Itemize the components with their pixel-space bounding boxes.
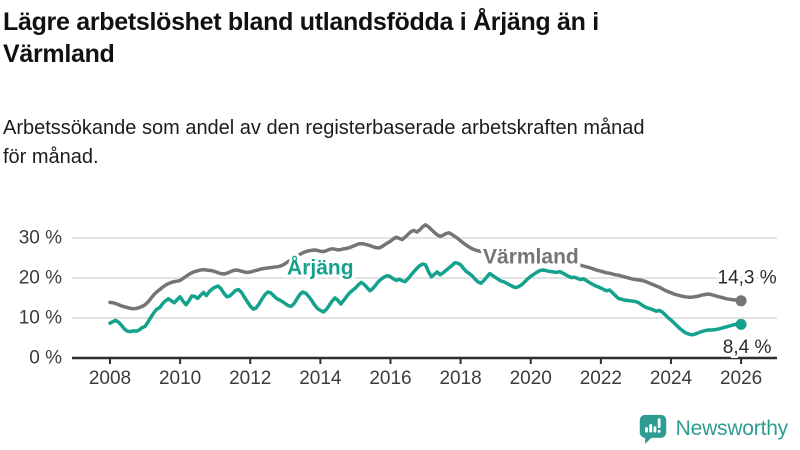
y-tick-label: 10 %	[19, 308, 62, 329]
line-chart: 0 % 10 % 20 % 30 % 2008 2010 2012 2014 2016 2018 2…	[19, 223, 779, 389]
x-tick-label: 2012	[229, 368, 271, 389]
series-end-value-arjang: 8,4 %	[723, 337, 772, 358]
x-tick-label: 2010	[159, 368, 201, 389]
series-end-dot-arjang	[735, 318, 747, 330]
chart-subtitle-line1: Arbetssökande som andel av den registerb…	[3, 117, 645, 139]
chart-subtitle-line2: för månad.	[3, 146, 99, 168]
x-tick-label: 2022	[580, 368, 622, 389]
x-tick-label: 2008	[89, 368, 131, 389]
series-label-varmland: Värmland	[483, 245, 579, 268]
series-line-varmland	[108, 223, 743, 311]
newsworthy-wordmark: Newsworthy	[675, 417, 789, 440]
series-label-arjang: Årjäng	[287, 256, 354, 280]
x-tick-label: 2020	[510, 368, 552, 389]
series-end-dot-varmland	[735, 295, 747, 307]
x-tick-label: 2014	[299, 368, 342, 389]
newsworthy-logo[interactable]: Newsworthy	[638, 413, 788, 445]
x-tick-label: 2026	[720, 368, 762, 389]
x-tick-label: 2016	[369, 368, 411, 389]
x-tick-label: 2018	[439, 368, 481, 389]
y-tick-label: 20 %	[19, 268, 62, 289]
page-title-line1: Lägre arbetslöshet bland utlandsfödda i …	[3, 8, 599, 36]
series-line-arjang	[108, 261, 743, 337]
newsworthy-logo-icon	[639, 414, 666, 444]
page-title: Lägre arbetslöshet bland utlandsfödda i …	[3, 6, 795, 70]
chart-subtitle: Arbetssökande som andel av den registerb…	[3, 114, 795, 172]
page-title-line2: Värmland	[3, 40, 115, 68]
y-tick-label: 0 %	[29, 348, 62, 369]
series-end-value-varmland: 14,3 %	[718, 267, 777, 288]
x-tick-label: 2024	[650, 368, 693, 389]
footer: Newsworthy	[638, 413, 788, 445]
y-tick-label: 30 %	[19, 228, 62, 249]
